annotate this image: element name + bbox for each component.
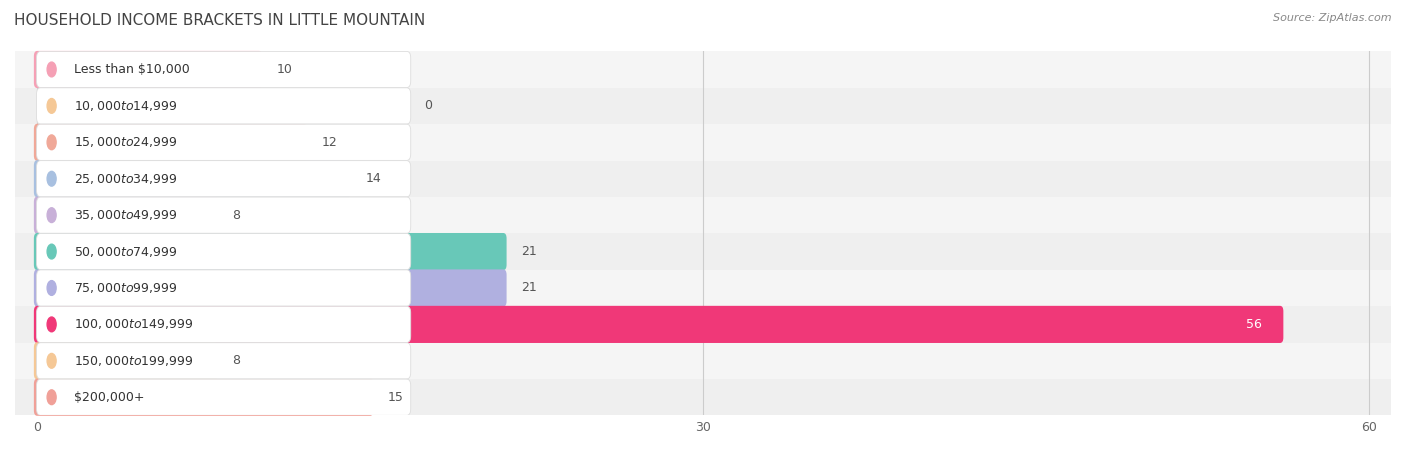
FancyBboxPatch shape <box>34 379 374 416</box>
Text: $10,000 to $14,999: $10,000 to $14,999 <box>73 99 177 113</box>
Text: $25,000 to $34,999: $25,000 to $34,999 <box>73 172 177 186</box>
Text: $35,000 to $49,999: $35,000 to $49,999 <box>73 208 177 222</box>
Text: 12: 12 <box>321 136 337 149</box>
Circle shape <box>48 390 56 405</box>
FancyBboxPatch shape <box>15 161 1391 197</box>
Text: 8: 8 <box>232 354 240 367</box>
FancyBboxPatch shape <box>15 306 1391 343</box>
FancyBboxPatch shape <box>34 124 307 161</box>
Text: 10: 10 <box>277 63 292 76</box>
Text: Source: ZipAtlas.com: Source: ZipAtlas.com <box>1274 13 1392 23</box>
FancyBboxPatch shape <box>15 270 1391 306</box>
FancyBboxPatch shape <box>34 51 263 88</box>
FancyBboxPatch shape <box>37 343 411 379</box>
Circle shape <box>48 317 56 332</box>
FancyBboxPatch shape <box>37 197 411 233</box>
FancyBboxPatch shape <box>37 270 411 306</box>
Text: 56: 56 <box>1246 318 1263 331</box>
Text: 14: 14 <box>366 172 381 185</box>
FancyBboxPatch shape <box>15 51 1391 88</box>
Text: 8: 8 <box>232 209 240 222</box>
FancyBboxPatch shape <box>37 306 411 343</box>
Text: $200,000+: $200,000+ <box>73 391 145 404</box>
FancyBboxPatch shape <box>34 160 352 197</box>
Circle shape <box>48 62 56 77</box>
Circle shape <box>48 172 56 186</box>
Text: 0: 0 <box>425 99 433 112</box>
Circle shape <box>48 281 56 295</box>
Text: 15: 15 <box>388 391 404 404</box>
Text: $100,000 to $149,999: $100,000 to $149,999 <box>73 317 193 331</box>
FancyBboxPatch shape <box>34 197 218 234</box>
Text: 21: 21 <box>522 282 537 295</box>
FancyBboxPatch shape <box>15 379 1391 415</box>
FancyBboxPatch shape <box>37 379 411 415</box>
Text: $75,000 to $99,999: $75,000 to $99,999 <box>73 281 177 295</box>
FancyBboxPatch shape <box>15 124 1391 161</box>
FancyBboxPatch shape <box>15 233 1391 270</box>
Circle shape <box>48 98 56 113</box>
FancyBboxPatch shape <box>15 343 1391 379</box>
FancyBboxPatch shape <box>37 88 411 124</box>
FancyBboxPatch shape <box>34 269 506 307</box>
FancyBboxPatch shape <box>15 197 1391 233</box>
Circle shape <box>48 208 56 223</box>
FancyBboxPatch shape <box>37 161 411 197</box>
Text: $15,000 to $24,999: $15,000 to $24,999 <box>73 135 177 150</box>
FancyBboxPatch shape <box>37 124 411 160</box>
FancyBboxPatch shape <box>34 342 218 379</box>
Text: HOUSEHOLD INCOME BRACKETS IN LITTLE MOUNTAIN: HOUSEHOLD INCOME BRACKETS IN LITTLE MOUN… <box>14 13 425 28</box>
Text: $50,000 to $74,999: $50,000 to $74,999 <box>73 245 177 259</box>
FancyBboxPatch shape <box>15 88 1391 124</box>
FancyBboxPatch shape <box>34 306 1284 343</box>
FancyBboxPatch shape <box>37 51 411 88</box>
Circle shape <box>48 135 56 150</box>
Circle shape <box>48 244 56 259</box>
FancyBboxPatch shape <box>34 233 506 270</box>
Text: Less than $10,000: Less than $10,000 <box>73 63 190 76</box>
Text: 21: 21 <box>522 245 537 258</box>
Text: $150,000 to $199,999: $150,000 to $199,999 <box>73 354 193 368</box>
FancyBboxPatch shape <box>37 233 411 270</box>
Circle shape <box>48 353 56 368</box>
